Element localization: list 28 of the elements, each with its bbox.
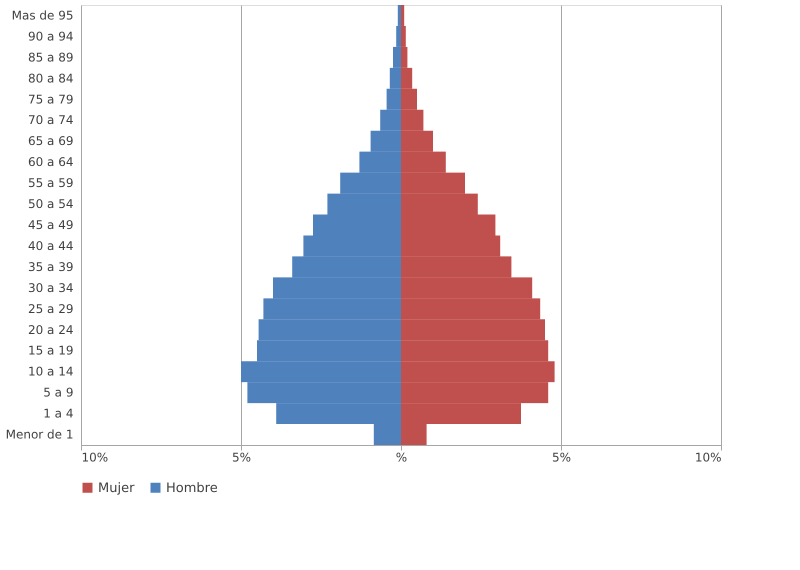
y-tick-label: Mas de 95 [12, 8, 74, 22]
y-tick-label: 80 a 84 [28, 71, 74, 86]
legend-label: Mujer [98, 480, 136, 496]
y-tick-label: 70 a 74 [28, 113, 74, 128]
x-tick-label: 5% [552, 450, 572, 464]
y-tick-label: 75 a 79 [28, 92, 74, 106]
y-tick-label: 20 a 24 [28, 322, 74, 337]
y-tick-label: 35 a 39 [28, 260, 74, 274]
y-tick-label: Menor de 1 [6, 428, 74, 442]
y-tick-label: 15 a 19 [28, 344, 74, 358]
y-tick-label: 65 a 69 [28, 134, 74, 148]
y-tick-label: 40 a 44 [28, 238, 74, 253]
y-tick-label: 5 a 9 [43, 386, 74, 400]
x-tick-label: 5% [232, 450, 252, 464]
y-tick-label: 85 a 89 [28, 50, 74, 64]
y-tick-label: 45 a 49 [28, 218, 74, 232]
x-tick-label: % [396, 450, 408, 464]
y-tick-label: 25 a 29 [28, 302, 74, 316]
y-tick-label: 10 a 14 [28, 364, 74, 379]
y-tick-label: 1 a 4 [43, 406, 74, 421]
y-tick-label: 30 a 34 [28, 280, 74, 295]
y-tick-label: 90 a 94 [28, 29, 74, 44]
x-tick-label: 10% [694, 450, 722, 464]
y-tick-label: 60 a 64 [28, 155, 74, 170]
legend-label: Hombre [166, 480, 218, 496]
y-tick-label: 50 a 54 [28, 197, 74, 212]
y-tick-label: 55 a 59 [28, 176, 74, 190]
x-tick-label: 10% [82, 450, 108, 464]
